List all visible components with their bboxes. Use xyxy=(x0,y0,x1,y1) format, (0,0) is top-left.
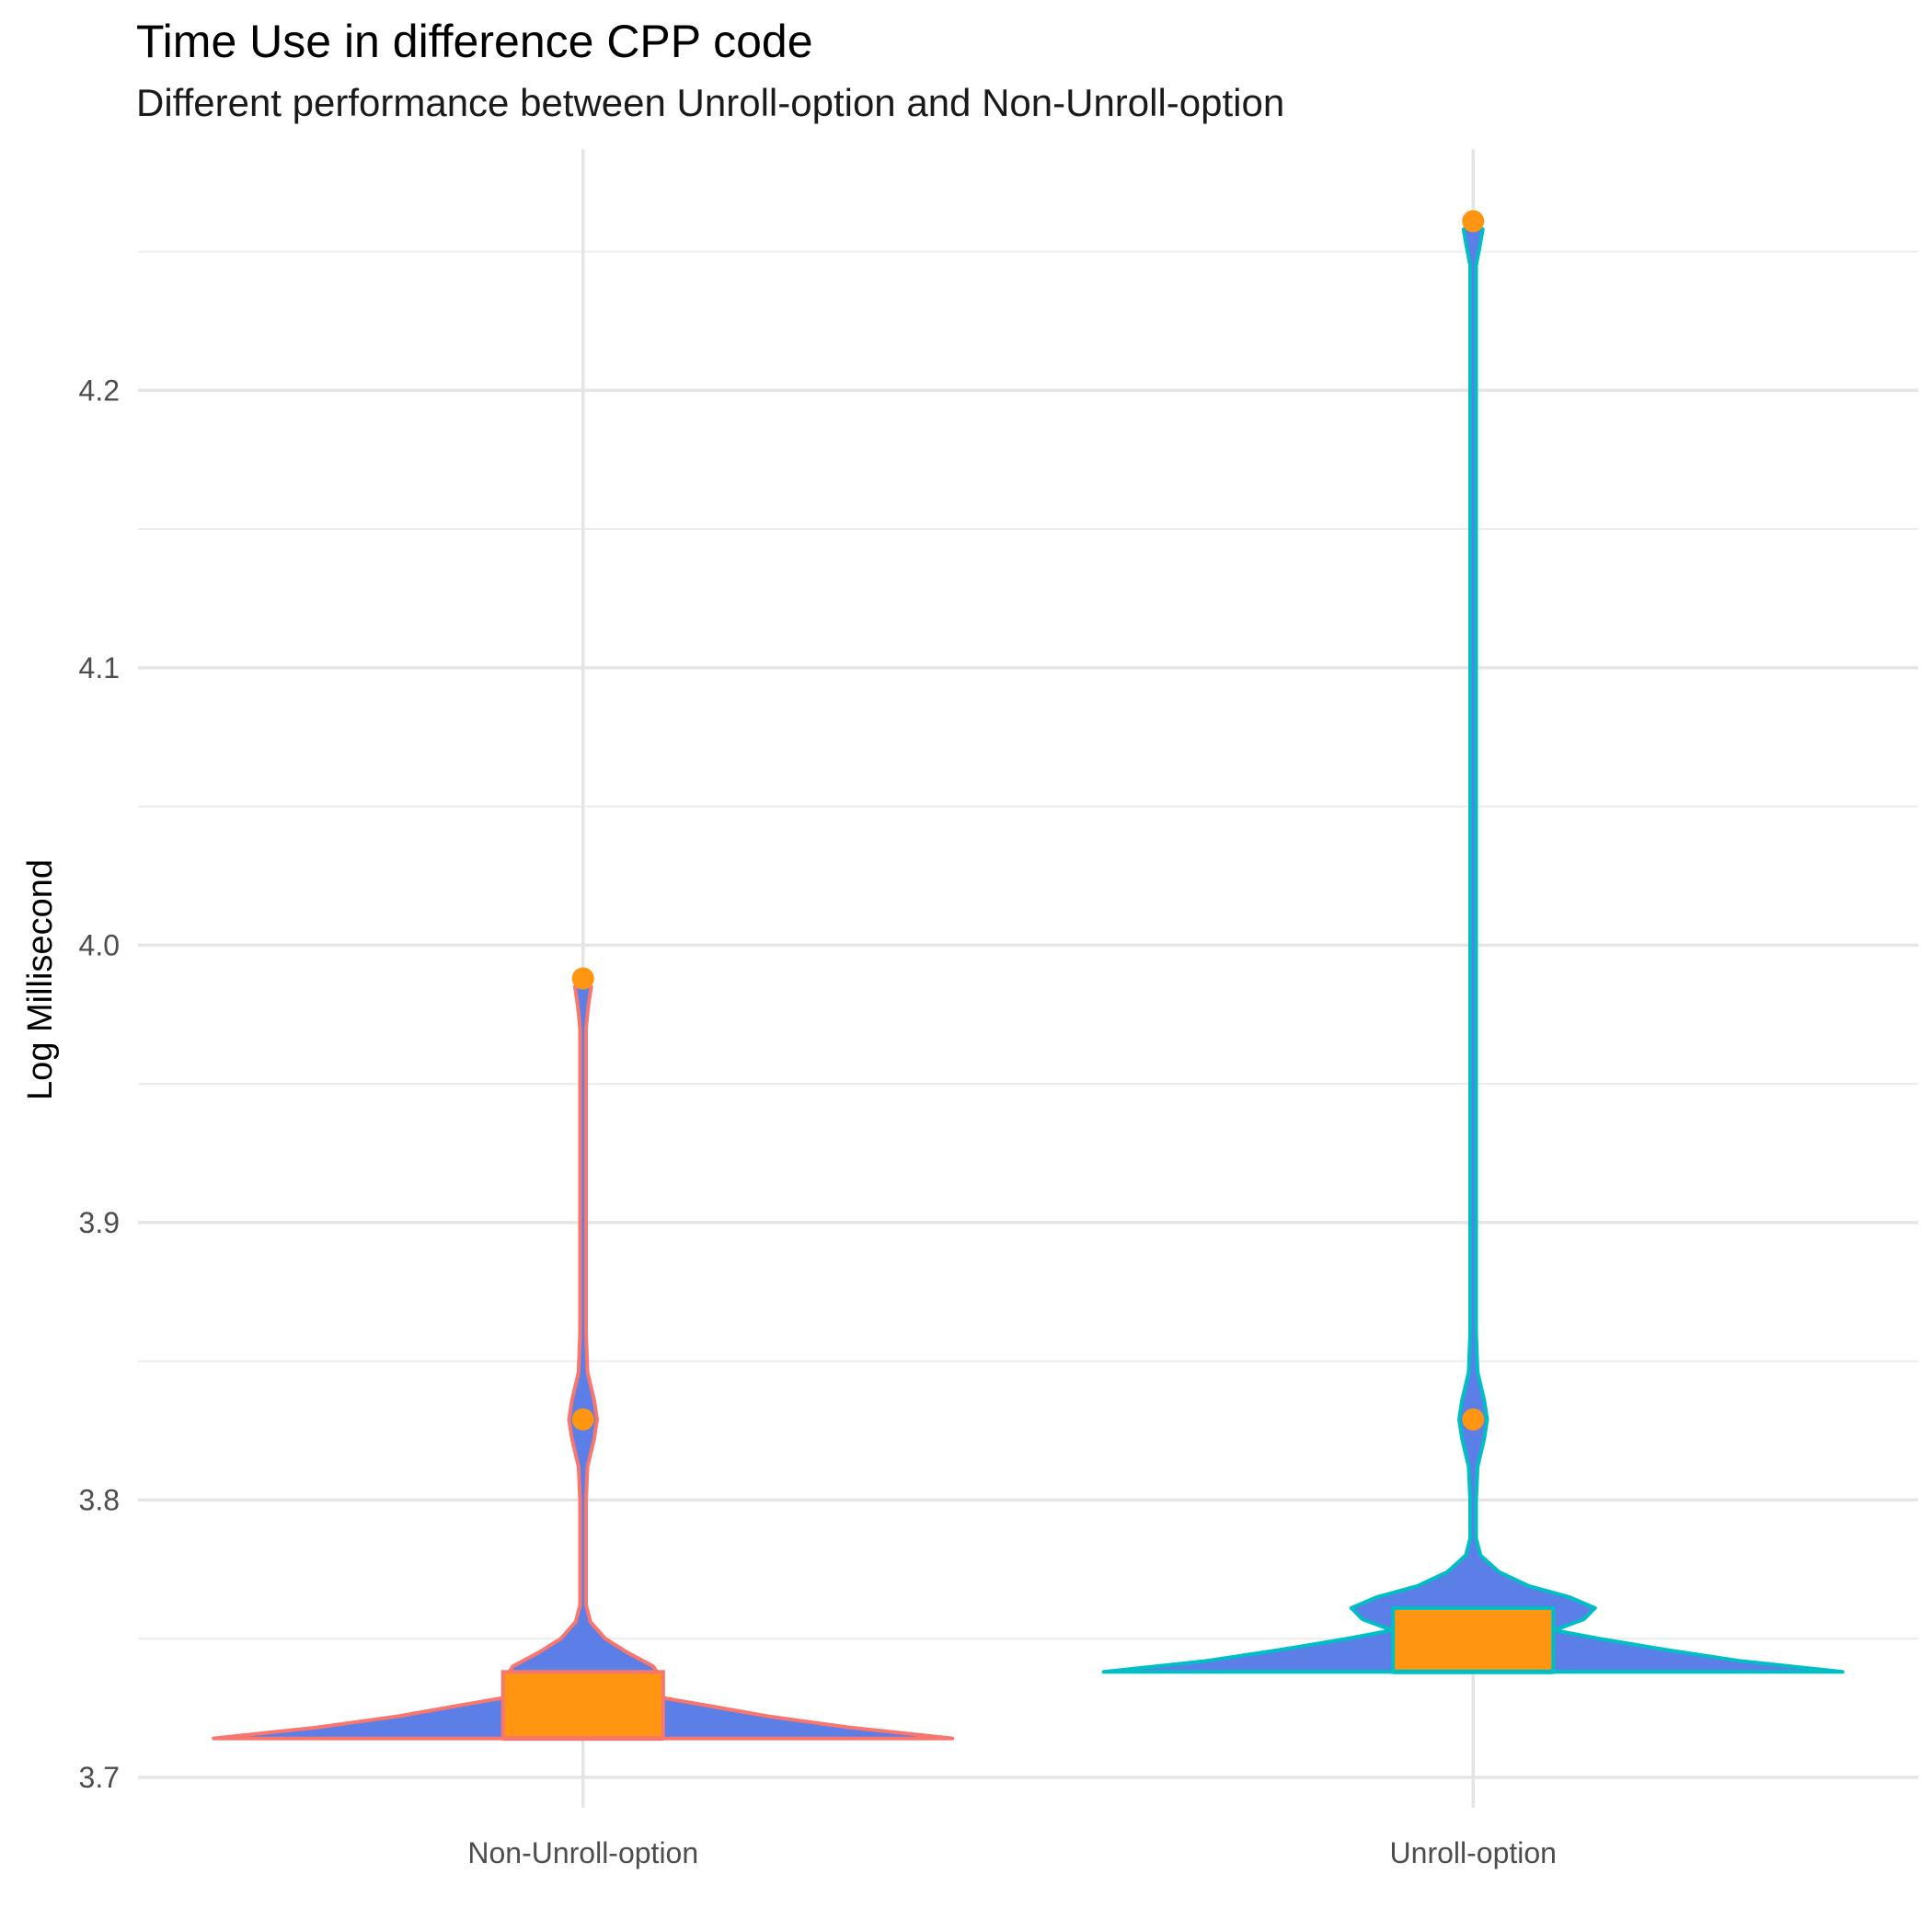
outlier-point xyxy=(571,1408,594,1431)
box-Unroll-option xyxy=(1391,1605,1556,1674)
outlier-point xyxy=(1462,1408,1485,1431)
major-gridlines xyxy=(138,149,1918,1808)
y-tick-label: 3.8 xyxy=(79,1483,120,1516)
outlier-point xyxy=(571,967,594,990)
violin-Non-Unroll-option xyxy=(212,973,955,1741)
y-tick-label: 4.2 xyxy=(79,374,120,407)
chart-subtitle: Different performance between Unroll-opt… xyxy=(136,81,1285,124)
violins xyxy=(212,210,1845,1742)
y-tick-label: 4.1 xyxy=(79,651,120,684)
y-axis-ticks: 3.7 3.8 3.9 4.0 4.1 4.2 xyxy=(79,374,120,1794)
outlier-point xyxy=(1462,210,1485,233)
box-Non-Unroll-option xyxy=(500,1670,665,1741)
y-tick-label: 4.0 xyxy=(79,928,120,961)
x-tick-label: Unroll-option xyxy=(1390,1836,1557,1869)
y-tick-label: 3.7 xyxy=(79,1761,120,1794)
x-tick-label: Non-Unroll-option xyxy=(467,1836,698,1869)
y-axis-label: Log Millisecond xyxy=(21,859,60,1100)
x-axis-ticks: Non-Unroll-option Unroll-option xyxy=(467,1836,1557,1869)
y-tick-label: 3.9 xyxy=(79,1206,120,1239)
minor-gridlines xyxy=(138,250,1918,1640)
chart-title: Time Use in difference CPP code xyxy=(136,16,813,67)
